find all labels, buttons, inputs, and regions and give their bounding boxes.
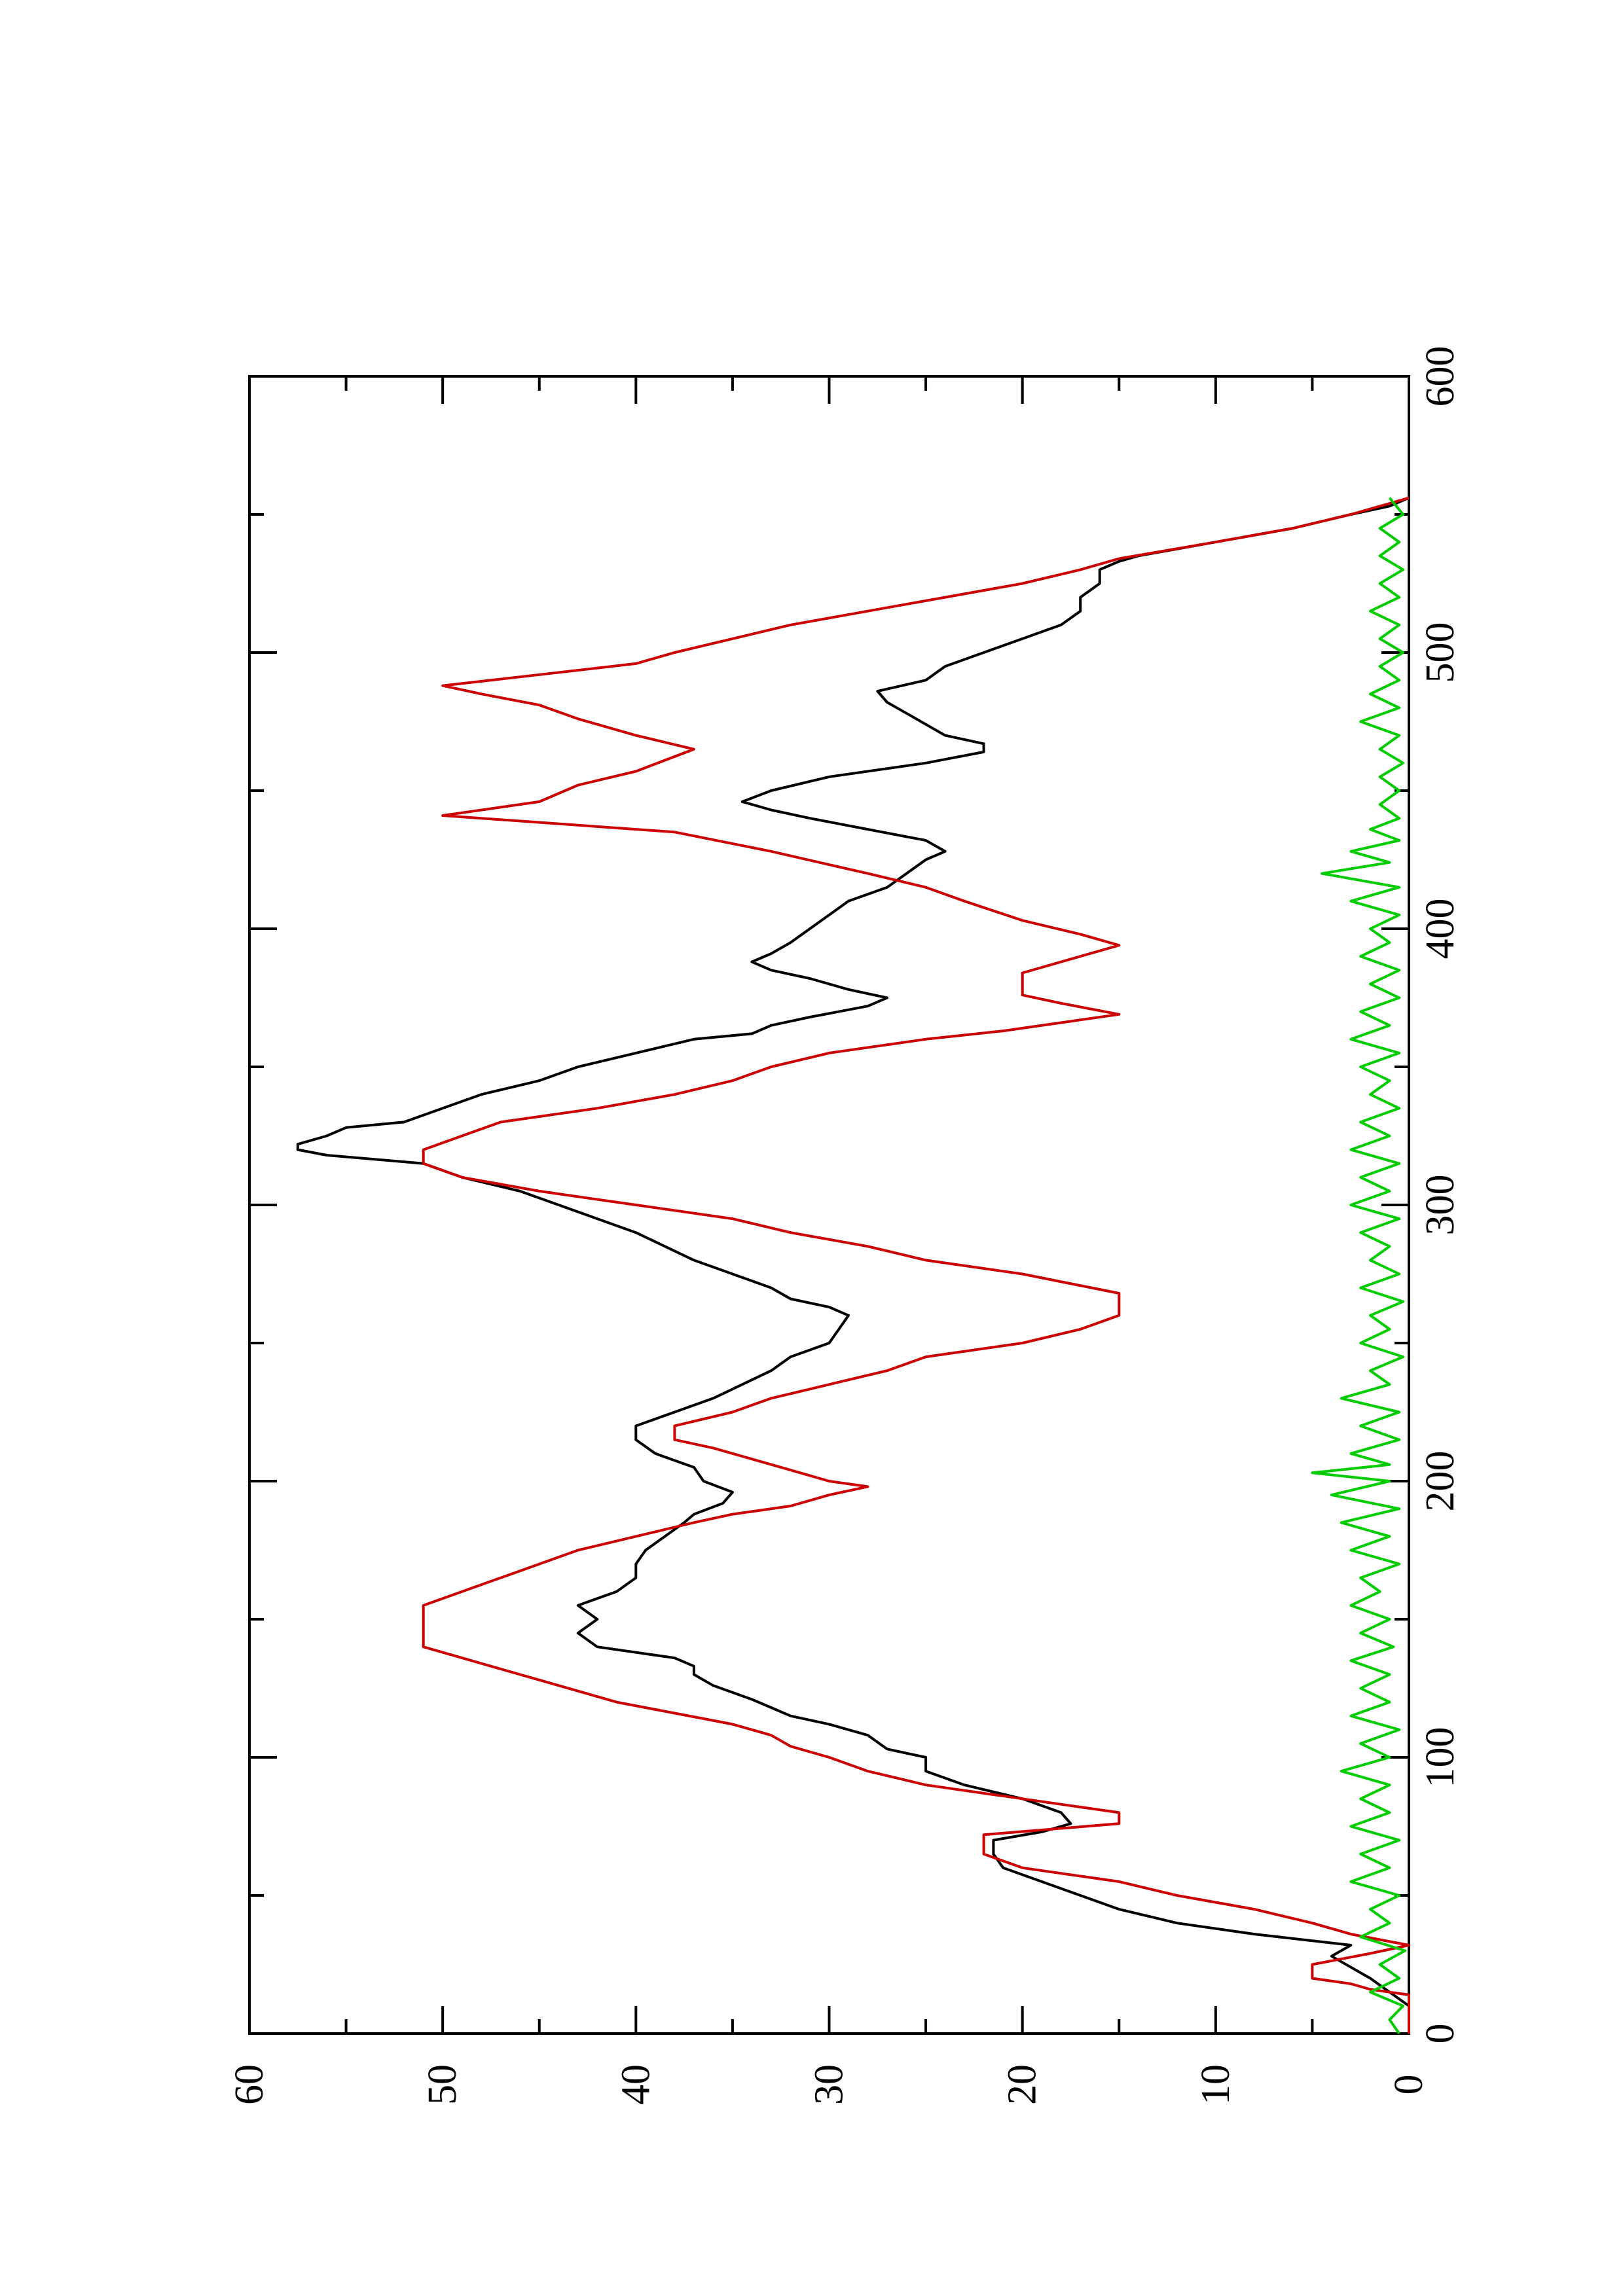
x-tick-label: 100 [1418, 1727, 1463, 1788]
y-tick-label: 50 [420, 2064, 465, 2105]
y-tick-label: 10 [1194, 2064, 1238, 2105]
axis-ticks [248, 375, 1410, 2035]
series-line-1 [296, 496, 1410, 2034]
series-line-3 [1311, 497, 1407, 2035]
x-tick-label: 300 [1418, 1175, 1463, 1236]
axis-tick-labels: 0 100 200 300 400 500 600 0 10 20 30 40 50 60 [227, 346, 1463, 2106]
x-tick-label: 600 [1418, 346, 1463, 407]
y-tick-label: 0 [1387, 2075, 1431, 2095]
x-tick-label: 0 [1418, 2024, 1463, 2044]
plot-frame [248, 375, 1410, 2035]
x-tick-label: 500 [1418, 622, 1463, 683]
x-tick-label: 200 [1418, 1451, 1463, 1512]
y-tick-label: 20 [1000, 2064, 1045, 2105]
y-tick-label: 60 [227, 2064, 272, 2105]
y-tick-label: 40 [613, 2064, 658, 2105]
series-line-2 [422, 496, 1410, 2034]
x-tick-label: 400 [1418, 899, 1463, 960]
series-group [296, 496, 1410, 2035]
y-tick-label: 30 [807, 2064, 852, 2105]
